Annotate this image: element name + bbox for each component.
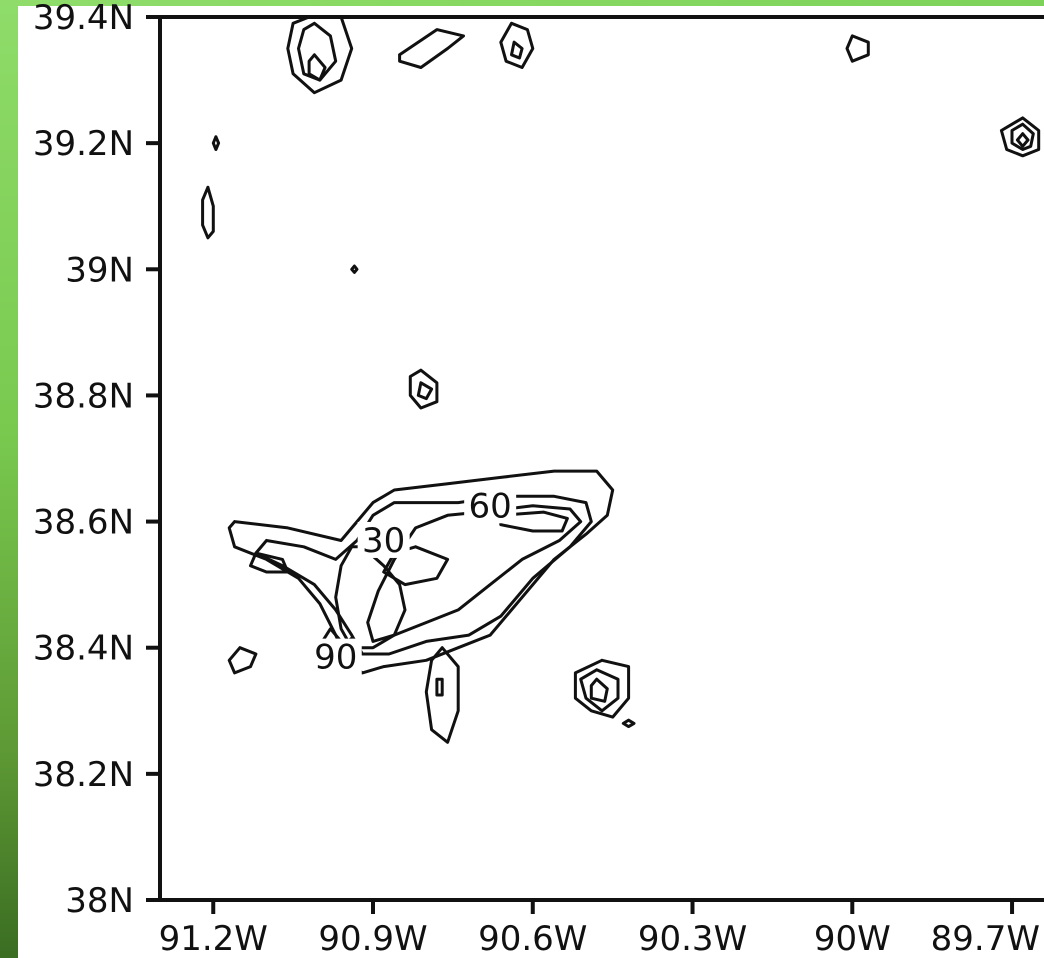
contour-e-inner xyxy=(1015,132,1030,148)
contour-lines xyxy=(201,15,1041,744)
contour-w-sliver xyxy=(211,135,221,151)
x-tick-label: 90.6W xyxy=(478,919,587,958)
contour-label: 90 xyxy=(314,638,357,678)
y-tick-label: 38.2N xyxy=(33,755,134,795)
contour-se-tiny xyxy=(621,718,636,729)
x-tick-label: 90.9W xyxy=(318,919,427,958)
contour-main-60-cell xyxy=(499,510,569,533)
contour-e-mid xyxy=(1010,122,1035,151)
contour-nw-outer xyxy=(286,15,354,95)
x-axis-ticks: 91.2W 90.9W 90.6W 90.3W 90W 89.7W xyxy=(159,900,1040,958)
contour-label: 60 xyxy=(469,486,512,526)
contour-label-background xyxy=(464,487,517,524)
contour-sw-oval xyxy=(227,646,258,675)
x-tick-label: 90.3W xyxy=(638,919,747,958)
contour-nw-inner xyxy=(307,53,327,82)
x-tick-label: 89.7W xyxy=(931,919,1040,958)
y-tick-label: 39.4N xyxy=(33,0,134,38)
x-tick-label: 90W xyxy=(814,919,891,958)
y-tick-label: 39N xyxy=(65,250,134,290)
contour-w-oval xyxy=(201,185,215,240)
y-tick-label: 38.6N xyxy=(33,503,134,543)
contour-ne-small xyxy=(845,34,870,63)
contour-labels: 30 60 90 xyxy=(309,486,517,678)
contour-e-outer xyxy=(999,116,1041,158)
contour-label-background xyxy=(309,638,362,675)
contour-main-mid xyxy=(254,494,593,656)
contour-label: 30 xyxy=(362,521,405,561)
y-tick-label: 39.2N xyxy=(33,124,134,164)
contour-s-oval xyxy=(424,646,460,744)
contour-nc-outer xyxy=(499,21,535,69)
contour-nw-mid xyxy=(297,21,338,82)
contour-label-background xyxy=(357,521,410,558)
contour-c-inner xyxy=(416,381,434,401)
y-tick-label: 38.8N xyxy=(33,376,134,416)
contour-c-outer xyxy=(408,368,439,410)
y-axis-ticks: 39.4N 39.2N 39N 38.8N 38.6N 38.4N 38.2N 38N xyxy=(33,0,160,921)
contour-se-outer xyxy=(573,658,631,719)
contour-nc-inner xyxy=(510,40,524,60)
y-tick-label: 38N xyxy=(65,881,134,921)
contour-dot-39n xyxy=(350,264,359,274)
contour-nw-east xyxy=(398,28,465,69)
y-tick-label: 38.4N xyxy=(33,629,134,669)
contour-s-inner xyxy=(435,677,444,697)
top-green-border xyxy=(18,0,1044,6)
contour-se-inner xyxy=(589,677,609,703)
contour-main-west-cell xyxy=(249,551,290,574)
left-green-border xyxy=(0,0,18,958)
contour-se-mid xyxy=(579,668,620,713)
contour-main-outer xyxy=(227,469,615,675)
x-tick-label: 91.2W xyxy=(159,919,268,958)
